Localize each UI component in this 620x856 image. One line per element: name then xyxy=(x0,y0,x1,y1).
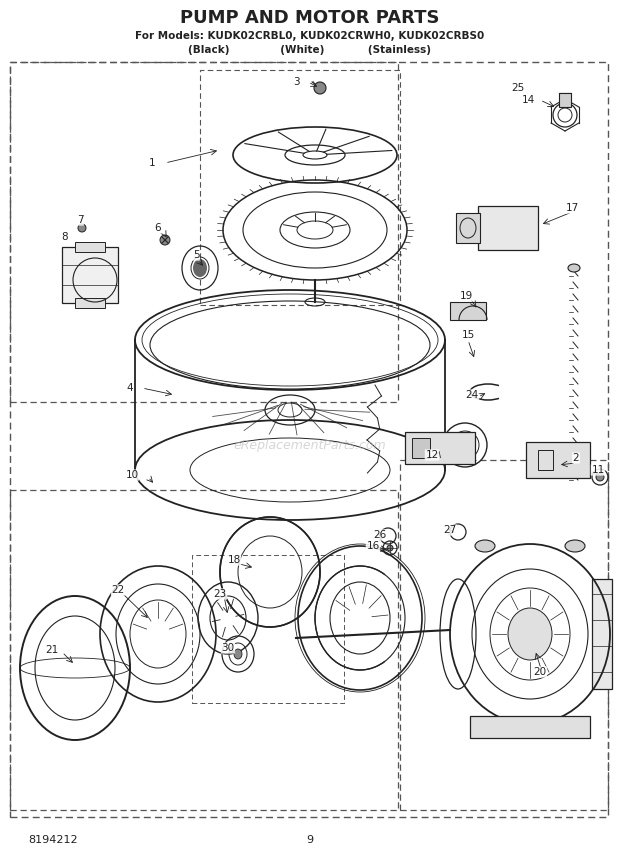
Text: PUMP AND MOTOR PARTS: PUMP AND MOTOR PARTS xyxy=(180,9,440,27)
Bar xyxy=(538,450,553,470)
Bar xyxy=(559,93,571,107)
Ellipse shape xyxy=(234,649,242,659)
Bar xyxy=(75,242,105,252)
Text: 14: 14 xyxy=(521,95,534,105)
Text: 5: 5 xyxy=(193,250,199,260)
Text: 24: 24 xyxy=(466,390,479,400)
Bar xyxy=(400,460,608,810)
Text: 7: 7 xyxy=(77,215,83,225)
Text: 20: 20 xyxy=(533,667,547,677)
Bar xyxy=(200,70,400,305)
Text: 8: 8 xyxy=(61,232,68,242)
Text: 3: 3 xyxy=(293,77,299,87)
Text: 11: 11 xyxy=(591,465,604,475)
Bar xyxy=(10,62,398,402)
Text: 1: 1 xyxy=(149,158,156,168)
Text: 25: 25 xyxy=(512,83,525,93)
Text: 18: 18 xyxy=(228,555,241,565)
Text: 23: 23 xyxy=(213,589,227,599)
Ellipse shape xyxy=(568,264,580,272)
Bar xyxy=(470,716,590,738)
Bar xyxy=(405,432,475,464)
Text: 8194212: 8194212 xyxy=(28,835,78,845)
Circle shape xyxy=(596,473,604,481)
Circle shape xyxy=(314,82,326,94)
Text: For Models: KUDK02CRBL0, KUDK02CRWH0, KUDK02CRBS0: For Models: KUDK02CRBL0, KUDK02CRWH0, KU… xyxy=(135,31,485,41)
Text: 16: 16 xyxy=(366,541,379,551)
Circle shape xyxy=(160,235,170,245)
Text: 30: 30 xyxy=(221,643,234,653)
Ellipse shape xyxy=(508,608,552,660)
Circle shape xyxy=(387,545,393,551)
Text: (Black)              (White)            (Stainless): (Black) (White) (Stainless) xyxy=(188,45,432,55)
Bar xyxy=(526,442,590,478)
Text: 10: 10 xyxy=(125,470,138,480)
Bar xyxy=(478,206,538,250)
Bar xyxy=(10,490,398,810)
Bar xyxy=(62,247,118,303)
Bar xyxy=(192,555,344,703)
Text: 26: 26 xyxy=(373,530,387,540)
Text: 6: 6 xyxy=(154,223,161,233)
Bar xyxy=(450,302,486,320)
Text: 12: 12 xyxy=(425,450,438,460)
Bar xyxy=(412,438,430,458)
Ellipse shape xyxy=(475,540,495,552)
Text: 17: 17 xyxy=(565,203,578,213)
Text: 2: 2 xyxy=(573,453,579,463)
Bar xyxy=(75,298,105,308)
Text: 22: 22 xyxy=(112,585,125,595)
Bar xyxy=(10,62,608,817)
Text: 21: 21 xyxy=(45,645,59,655)
Bar xyxy=(456,213,480,243)
Text: 27: 27 xyxy=(443,525,456,535)
Text: 15: 15 xyxy=(461,330,475,340)
Text: 9: 9 xyxy=(306,835,314,845)
Bar xyxy=(592,579,612,689)
Text: 19: 19 xyxy=(459,291,472,301)
Text: eReplacementParts.com: eReplacementParts.com xyxy=(234,438,386,451)
Text: 4: 4 xyxy=(126,383,133,393)
Ellipse shape xyxy=(565,540,585,552)
Circle shape xyxy=(78,224,86,232)
Ellipse shape xyxy=(193,259,207,277)
